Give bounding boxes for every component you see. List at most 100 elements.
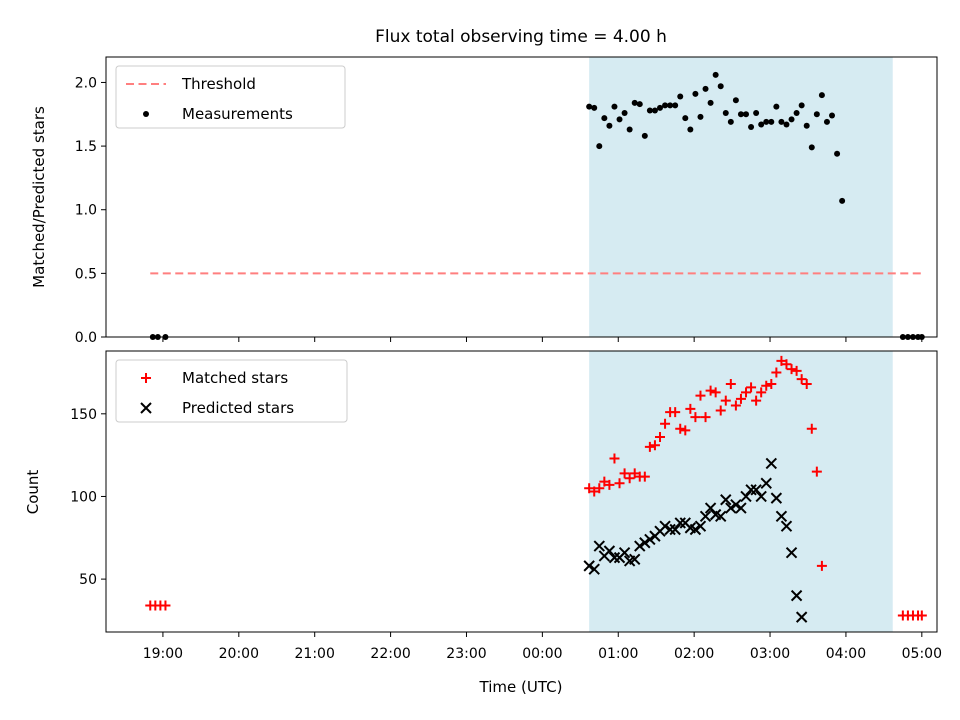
- measurements-point: [798, 102, 805, 109]
- legend-label: Matched stars: [182, 369, 288, 387]
- matched-stars-point: [746, 382, 757, 393]
- matched-stars-point: [609, 453, 620, 464]
- predicted-stars-point: [659, 520, 671, 532]
- predicted-stars-point: [583, 560, 595, 572]
- y-tick-label: 100: [70, 489, 97, 505]
- x-tick-label: 20:00: [219, 646, 259, 662]
- measurements-point: [662, 102, 669, 109]
- y-tick-label: 1.5: [75, 139, 97, 155]
- legend-label: Predicted stars: [182, 399, 294, 417]
- matched-stars-point: [644, 441, 655, 452]
- measurements-point: [788, 116, 795, 123]
- bottom-panel: 50 100 150 19:00 20:00 21:00 22:00 23:00 00:00 0…: [24, 350, 942, 662]
- bottom-panel-shaded-interval: [589, 351, 893, 632]
- matched-stars-point: [751, 395, 762, 406]
- matched-stars-point: [776, 355, 787, 366]
- measurements-point: [657, 104, 663, 111]
- measurements-point: [641, 132, 648, 139]
- predicted-stars-point: [790, 589, 803, 602]
- predicted-stars-point: [628, 553, 641, 565]
- measurements-point: [722, 110, 729, 116]
- measurements-point: [748, 124, 755, 130]
- top-legend: Threshold Measurements: [115, 65, 346, 129]
- legend-swatch: [140, 402, 152, 414]
- matched-stars-point: [801, 379, 812, 390]
- predicted-stars-point: [634, 540, 646, 552]
- matched-stars-point: [705, 385, 716, 396]
- legend-swatch: [141, 373, 151, 383]
- predicted-stars-point: [704, 502, 717, 514]
- bottom-panel-frame: [105, 350, 938, 633]
- matched-stars-point: [771, 367, 782, 378]
- predicted-stars-point: [689, 523, 702, 536]
- measurements-point: [616, 116, 623, 123]
- predicted-stars-point: [770, 492, 783, 504]
- matched-stars-point: [695, 390, 706, 401]
- matched-stars-point: [160, 600, 171, 611]
- predicted-stars-point: [699, 510, 712, 523]
- top-panel-shaded-interval: [589, 57, 893, 337]
- legend-swatch: [143, 111, 149, 117]
- x-tick-label: 21:00: [295, 646, 335, 662]
- x-tick-label: 03:00: [750, 646, 790, 662]
- predicted-stars-point: [608, 551, 621, 564]
- predicted-stars-point: [735, 502, 747, 514]
- x-tick-label: 02:00: [674, 646, 714, 662]
- measurements-point: [621, 110, 628, 116]
- measurements-point: [763, 118, 770, 125]
- top-panel: 0.00.51.01.52.0 Matched/Predicted stars …: [30, 56, 938, 346]
- matched-stars-point: [806, 423, 817, 434]
- measurements-point: [667, 102, 674, 109]
- predicted-stars-point: [674, 517, 686, 529]
- predicted-stars-point: [593, 540, 605, 552]
- matched-stars-point: [599, 476, 610, 487]
- matched-stars-point: [685, 403, 696, 414]
- matched-stars-point: [639, 471, 650, 482]
- matched-stars-point: [715, 405, 726, 416]
- matched-stars-point: [816, 560, 827, 571]
- predicted-stars-point: [588, 563, 600, 575]
- measurements-point: [727, 118, 734, 125]
- measurements-point: [636, 101, 643, 108]
- measurements-point: [743, 111, 750, 118]
- matched-stars-point: [670, 407, 681, 418]
- measurements-point: [631, 99, 638, 106]
- y-tick-label: 150: [70, 407, 97, 423]
- top-panel-frame: [105, 56, 938, 338]
- matched-stars-point: [690, 412, 701, 423]
- predicted-stars-point: [760, 477, 772, 489]
- x-tick-label: 01:00: [598, 646, 638, 662]
- matched-stars-point: [786, 364, 797, 375]
- legend-box: [115, 65, 346, 129]
- predicted-stars-point: [664, 523, 676, 536]
- predicted-stars-point: [715, 510, 727, 523]
- measurements-point: [813, 111, 820, 118]
- bottom-legend: Matched stars Predicted stars: [115, 359, 348, 423]
- x-axis-label: Time (UTC): [479, 678, 563, 696]
- measurements-point: [591, 104, 598, 111]
- bottom-panel-ylabel: Count: [24, 470, 42, 515]
- x-tick-label: 23:00: [446, 646, 486, 662]
- predicted-stars-point: [669, 523, 681, 536]
- x-tick-label: 05:00: [902, 646, 942, 662]
- measurements-point: [823, 118, 830, 125]
- measurements-point: [601, 115, 608, 122]
- measurements-point: [803, 122, 810, 129]
- matched-stars-point: [916, 610, 927, 621]
- measurements-point: [768, 118, 775, 125]
- matched-stars-point: [604, 479, 615, 490]
- measurements-point: [611, 103, 618, 110]
- measurements-point: [677, 93, 684, 100]
- predicted-stars-point: [740, 490, 752, 503]
- matched-stars-point: [649, 440, 660, 451]
- measurements-point: [626, 126, 633, 133]
- y-tick-label: 2.0: [75, 75, 97, 91]
- matched-stars-point: [741, 387, 752, 398]
- measurements-point: [773, 103, 780, 110]
- matched-stars-point: [791, 365, 802, 376]
- matched-stars-point: [589, 486, 600, 497]
- measurements-point: [717, 83, 724, 90]
- measurements-point: [707, 99, 714, 106]
- matched-stars-point: [660, 418, 671, 429]
